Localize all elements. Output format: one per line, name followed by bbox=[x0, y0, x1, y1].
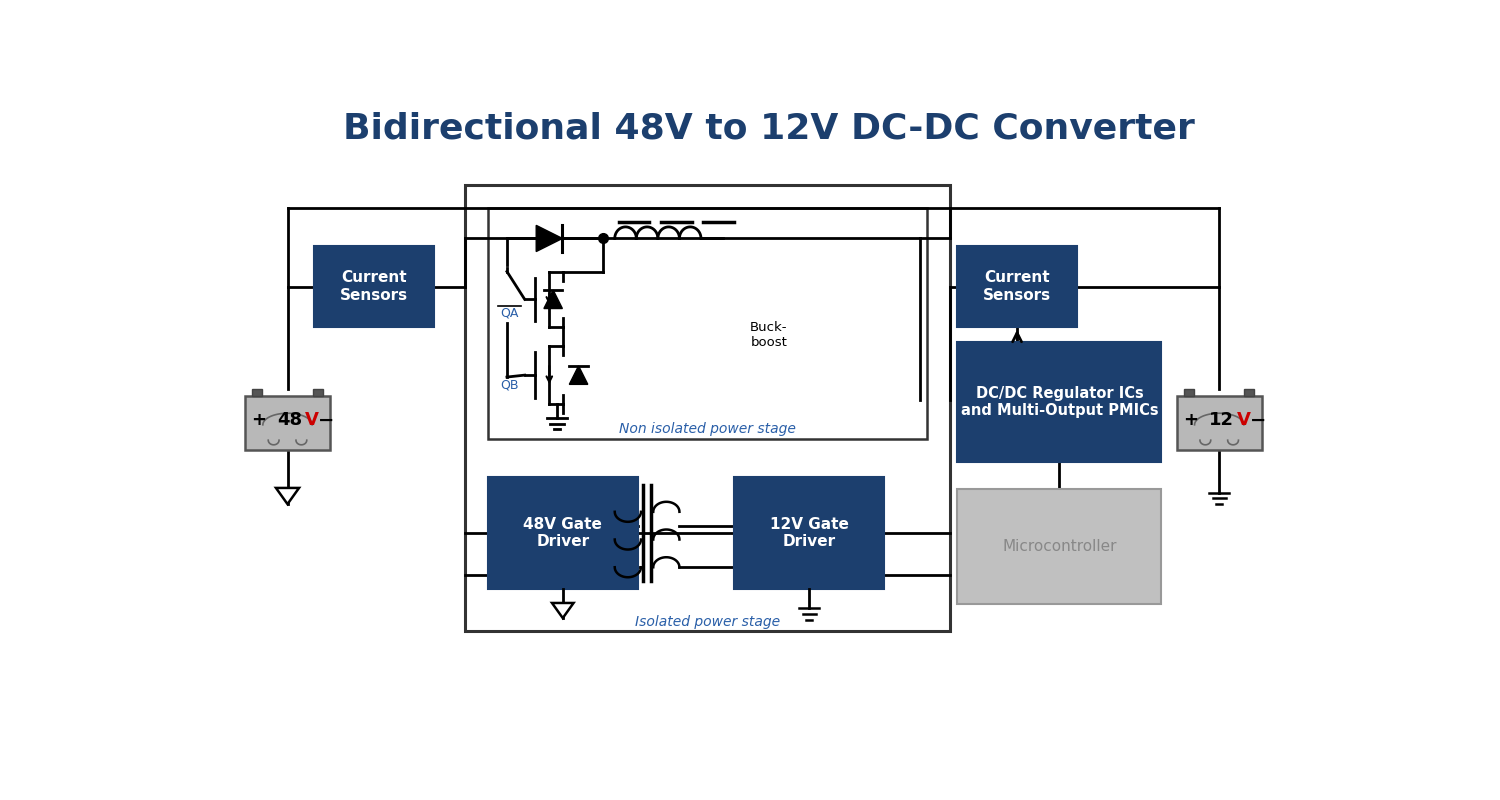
Text: Buck-
boost: Buck- boost bbox=[750, 321, 788, 349]
Bar bbox=[488, 208, 927, 438]
Bar bbox=[957, 489, 1161, 604]
Text: V: V bbox=[1238, 411, 1251, 429]
Bar bbox=[244, 396, 330, 450]
Polygon shape bbox=[544, 290, 562, 309]
Polygon shape bbox=[552, 603, 573, 618]
Bar bbox=[957, 342, 1161, 462]
Bar bbox=[252, 389, 262, 396]
Text: Bidirectional 48V to 12V DC-DC Converter: Bidirectional 48V to 12V DC-DC Converter bbox=[344, 111, 1194, 146]
Bar bbox=[734, 477, 885, 589]
Text: Non isolated power stage: Non isolated power stage bbox=[618, 422, 795, 437]
Bar bbox=[312, 389, 322, 396]
Polygon shape bbox=[570, 366, 588, 384]
Text: 48: 48 bbox=[278, 411, 303, 429]
Polygon shape bbox=[536, 226, 562, 251]
Bar bbox=[1244, 389, 1254, 396]
Text: 48V Gate
Driver: 48V Gate Driver bbox=[524, 517, 602, 549]
Bar bbox=[488, 477, 638, 589]
Text: V: V bbox=[304, 411, 320, 429]
Text: −: − bbox=[318, 410, 334, 430]
Bar bbox=[1178, 396, 1262, 450]
Text: Current
Sensors: Current Sensors bbox=[340, 270, 408, 302]
Text: 12V Gate
Driver: 12V Gate Driver bbox=[770, 517, 849, 549]
Polygon shape bbox=[276, 488, 298, 504]
Bar bbox=[1184, 389, 1194, 396]
Text: +: + bbox=[1184, 411, 1198, 429]
Bar bbox=[465, 185, 950, 631]
Text: Current
Sensors: Current Sensors bbox=[982, 270, 1052, 302]
Text: Microcontroller: Microcontroller bbox=[1002, 539, 1116, 554]
Text: DC/DC Regulator ICs
and Multi-Output PMICs: DC/DC Regulator ICs and Multi-Output PMI… bbox=[960, 386, 1158, 418]
Bar bbox=[315, 246, 434, 327]
Text: 12: 12 bbox=[1209, 411, 1234, 429]
Text: QB: QB bbox=[500, 378, 519, 391]
Bar bbox=[957, 246, 1077, 327]
Text: −: − bbox=[1250, 410, 1266, 430]
Text: +: + bbox=[252, 411, 267, 429]
Text: QA: QA bbox=[500, 306, 519, 320]
Text: Isolated power stage: Isolated power stage bbox=[634, 615, 780, 629]
